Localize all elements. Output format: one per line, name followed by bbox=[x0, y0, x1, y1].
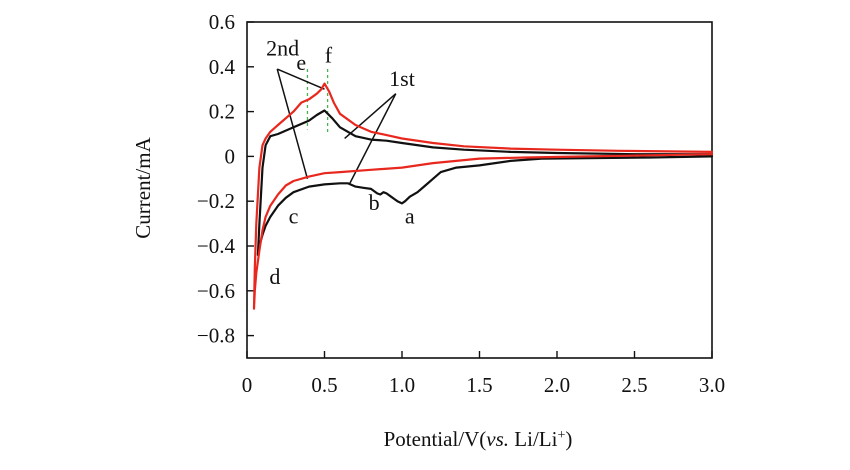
x-tick-label: 0 bbox=[242, 373, 253, 397]
series-line-2nd bbox=[252, 82, 714, 310]
x-tick-label: 0.5 bbox=[311, 373, 337, 397]
annotation-label: b bbox=[369, 190, 380, 215]
y-tick-label: 0.2 bbox=[209, 100, 235, 124]
plot-frame bbox=[246, 21, 713, 359]
annotation-label: f bbox=[325, 42, 333, 67]
series-line-1st bbox=[256, 109, 714, 257]
annotation-label: a bbox=[405, 204, 415, 229]
x-tick-label: 2.5 bbox=[621, 373, 647, 397]
y-tick-label: 0.6 bbox=[209, 10, 235, 34]
x-axis-title: Potential/V(vs. Li/Li+) bbox=[384, 427, 573, 451]
leader-line-1st bbox=[344, 93, 397, 140]
annotation-label: 2nd bbox=[266, 36, 299, 61]
leader-line-2nd bbox=[276, 68, 325, 90]
y-tick-label: −0.2 bbox=[197, 189, 235, 213]
x-tick-label: 3.0 bbox=[699, 373, 725, 397]
annotation-label: e bbox=[296, 50, 306, 75]
x-tick-label: 2.0 bbox=[544, 373, 570, 397]
x-tick-label: 1.0 bbox=[389, 373, 415, 397]
x-tick-label: 1.5 bbox=[466, 373, 492, 397]
y-tick-label: 0 bbox=[225, 144, 236, 168]
leader-line-2nd bbox=[276, 68, 309, 179]
annotation-label: 1st bbox=[389, 66, 415, 91]
y-tick-label: −0.8 bbox=[197, 324, 235, 348]
annotation-label: c bbox=[289, 204, 299, 229]
annotation-label: d bbox=[269, 264, 280, 289]
y-tick-label: 0.4 bbox=[209, 55, 236, 79]
y-tick-label: −0.6 bbox=[197, 279, 235, 303]
y-tick-label: −0.4 bbox=[197, 234, 236, 258]
y-axis-title: Current/mA bbox=[131, 136, 155, 238]
